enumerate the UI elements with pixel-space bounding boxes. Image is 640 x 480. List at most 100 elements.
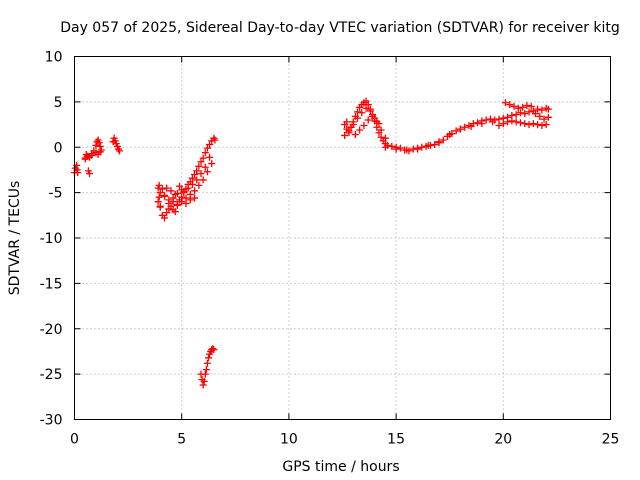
y-tick-label: -25 [40,367,63,383]
x-tick-label: 5 [177,432,186,448]
data-point [516,109,524,117]
data-point [206,141,214,149]
data-point [156,189,164,197]
data-point [414,145,422,153]
data-point [176,182,184,190]
y-tick-label: -20 [40,322,63,338]
data-point [171,208,179,216]
data-point [482,116,490,124]
data-point [201,370,209,378]
data-point [538,106,546,114]
data-point [435,138,443,146]
data-point [178,198,186,206]
data-point [354,108,362,116]
data-point [74,169,82,177]
data-point [188,180,196,188]
data-point [199,381,207,389]
data-point [495,115,503,123]
x-tick-label: 15 [387,432,405,448]
data-point [424,141,432,149]
data-point [155,193,163,201]
data-point [504,118,512,126]
y-tick-label: -30 [40,413,63,429]
data-point [369,112,377,120]
data-point [525,121,533,129]
data-point [456,125,464,133]
x-tick-label: 10 [280,432,298,448]
data-point [527,102,535,110]
data-point [381,143,389,151]
y-axis-label: SDTVAR / TECUs [7,181,23,296]
data-point [347,123,355,131]
data-point [489,118,497,126]
data-point [523,102,531,110]
data-point [534,105,542,113]
data-point [165,200,173,208]
data-point [208,160,216,168]
data-point [446,131,454,139]
data-point [364,116,372,124]
data-point [452,127,460,135]
data-point [201,163,209,171]
data-point [161,214,169,222]
data-point [116,147,124,155]
data-point [173,201,181,209]
data-point [499,120,507,128]
data-point [199,176,207,184]
data-point [163,184,171,192]
data-point [506,101,514,109]
x-axis-label: GPS time / hours [282,459,399,475]
data-point [529,120,537,128]
data-point [544,113,552,121]
data-point [188,174,196,182]
data-point [158,185,166,193]
data-point [512,118,520,126]
data-point [195,181,203,189]
data-point [197,170,205,178]
data-point [193,176,201,184]
data-point [163,209,171,217]
data-point [467,122,475,130]
data-point [202,366,210,374]
y-tick-label: -15 [40,276,63,292]
data-point [478,120,486,128]
data-point [538,121,546,129]
data-point [86,170,94,178]
data-point [205,354,212,362]
data-point [362,97,370,105]
data-point [356,126,364,134]
data-point [155,181,163,189]
data-point [154,198,162,206]
data-point [203,144,211,152]
data-point [351,131,359,139]
data-point [377,126,385,134]
data-point [373,118,381,126]
data-point [431,141,439,149]
data-point [542,121,550,129]
data-point [211,136,219,144]
data-point [521,110,529,118]
data-point [191,194,199,202]
data-point [209,345,217,353]
data-point [203,359,211,367]
data-point [173,190,181,198]
data-point [358,109,366,117]
y-tick-label: -5 [49,186,63,202]
data-point [392,145,400,153]
data-point [184,184,192,192]
x-tick-label: 25 [602,432,620,448]
data-point [536,112,544,120]
y-tick-label: 5 [54,95,63,111]
x-tick-label: 0 [70,432,79,448]
chart-title: Day 057 of 2025, Sidereal Day-to-day VTE… [60,20,620,36]
data-point [161,192,169,200]
data-point [92,149,100,157]
data-point [519,103,527,111]
data-point [167,187,175,195]
x-tick-labels: 0 5 10 15 20 25 [70,432,619,448]
data-point [516,119,524,127]
data-point [474,119,482,127]
data-point [377,133,385,141]
axis-ticks [74,56,611,420]
